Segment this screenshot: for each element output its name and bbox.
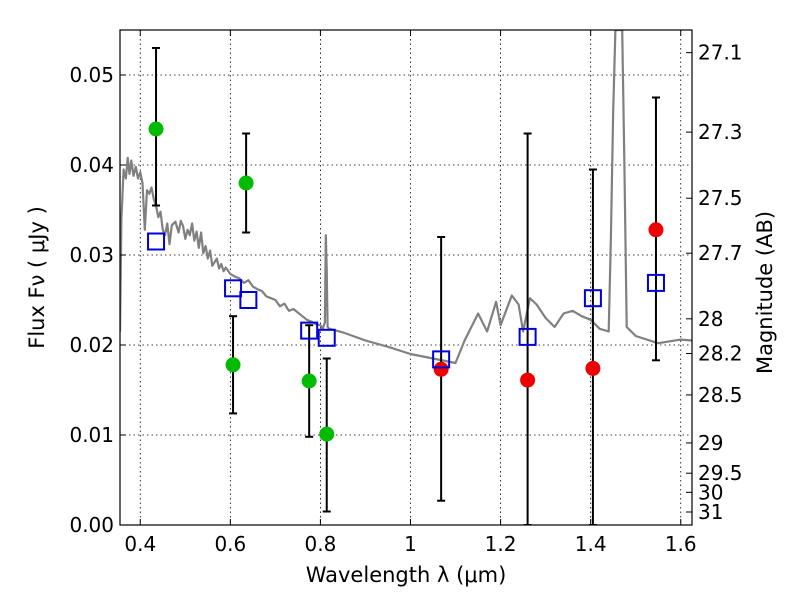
right-axis-label: Magnitude (AB): [753, 211, 777, 374]
grid: [120, 30, 692, 526]
right-tick-label: 29: [698, 431, 723, 455]
optical-data-point: [148, 121, 164, 137]
model-flux-square: [224, 279, 243, 298]
optical-data-point: [301, 373, 317, 389]
right-tick-label: 28.2: [698, 341, 743, 365]
y-tick-label: 0.05: [69, 63, 114, 87]
right-tick-label: 27.7: [698, 241, 743, 265]
x-tick-label: 0.6: [214, 532, 246, 556]
right-tick-label: 28.5: [698, 383, 743, 407]
infrared-data-point: [433, 361, 449, 377]
optical-data-point: [225, 357, 241, 373]
y-tick-label: 0.03: [69, 243, 114, 267]
model-flux-square: [432, 350, 451, 369]
model-flux-square: [300, 321, 319, 340]
right-tick-label: 29.5: [698, 461, 743, 485]
x-axis-label: Wavelength λ (μm): [306, 563, 507, 587]
model-flux-square: [646, 273, 665, 292]
x-tick-label: 0.4: [124, 532, 156, 556]
model-flux-square: [518, 327, 537, 346]
y-tick-label: 0.00: [69, 513, 114, 537]
plot-area: [120, 30, 692, 525]
model-flux-square: [583, 289, 602, 308]
right-tick-label: 28: [698, 307, 723, 331]
infrared-data-point: [648, 222, 664, 238]
model-flux-square: [317, 328, 336, 347]
right-tick-label: 27.5: [698, 186, 743, 210]
right-tick-label: 27.3: [698, 120, 743, 144]
x-tick-label: 1: [404, 532, 417, 556]
x-tick-label: 1.4: [575, 532, 607, 556]
right-tick-label: 27.1: [698, 41, 743, 65]
optical-data-point: [319, 426, 335, 442]
infrared-data-point: [585, 360, 601, 376]
model-flux-square: [239, 291, 258, 309]
right-tick-label: 31: [698, 500, 723, 524]
x-tick-label: 1.2: [485, 532, 517, 556]
optical-data-point: [238, 175, 254, 191]
infrared-data-point: [520, 372, 536, 388]
model-spectrum-line: [120, 30, 692, 365]
right-tick-label: 30: [698, 480, 723, 504]
model-flux-square: [147, 232, 166, 251]
y-tick-label: 0.04: [69, 153, 114, 177]
y-axis-label: Flux Fν ( μJy ): [25, 206, 49, 349]
axis-ticks: 0.4 0.6 0.8 1 1.2 1.4 1.6 0.00 0.01 0.02 0.03 0.04 0…: [69, 30, 743, 556]
plot-frame: [119, 29, 693, 526]
x-tick-label: 1.6: [665, 532, 697, 556]
x-tick-label: 0.8: [305, 532, 337, 556]
y-tick-label: 0.01: [69, 423, 114, 447]
y-tick-label: 0.02: [69, 333, 114, 357]
